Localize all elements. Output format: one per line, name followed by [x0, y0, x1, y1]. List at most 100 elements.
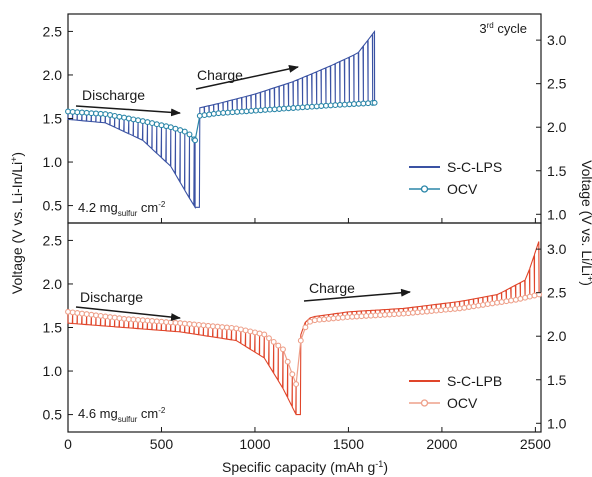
legend-label-ocv-top: OCV — [447, 181, 478, 197]
ocv-point — [237, 326, 244, 333]
bottom-discharge-label: Discharge — [80, 289, 143, 305]
left-y-tick-label: 2.5 — [43, 23, 63, 39]
ocv-point — [503, 298, 510, 305]
ocv-point — [111, 112, 118, 119]
ocv-point — [242, 327, 249, 334]
left-y-tick-label: 2.0 — [43, 276, 63, 292]
ocv-point — [466, 304, 472, 310]
ocv-point — [233, 325, 240, 332]
ocv-point — [252, 107, 259, 114]
ocv-point — [353, 313, 360, 320]
right-y-tick-label: 3.0 — [547, 241, 567, 257]
ocv-point — [172, 125, 179, 132]
x-tick-label: 1500 — [333, 436, 364, 452]
x-tick-label: 2500 — [520, 436, 551, 452]
ocv-point — [498, 299, 505, 305]
ocv-point — [243, 108, 250, 115]
ocv-point — [351, 101, 357, 107]
ocv-point — [93, 312, 99, 319]
ocv-point — [360, 100, 367, 107]
ocv-point — [139, 118, 146, 125]
ocv-point — [252, 329, 258, 336]
ocv-point — [186, 321, 193, 327]
ocv-point — [107, 314, 114, 321]
ocv-point — [125, 115, 132, 122]
ocv-point — [256, 330, 263, 337]
ocv-point — [299, 104, 306, 111]
ocv-point — [228, 324, 235, 331]
ocv-point — [111, 314, 118, 321]
ocv-point — [153, 121, 160, 128]
left-y-tick-label: 2.0 — [43, 67, 63, 83]
ocv-point — [309, 103, 315, 110]
ocv-point — [135, 316, 142, 323]
ocv-point — [158, 122, 165, 129]
ocv-point — [209, 323, 216, 330]
ocv-point — [414, 309, 421, 316]
ocv-point — [163, 123, 170, 130]
ocv-point — [210, 110, 217, 117]
ocv-point — [318, 103, 325, 109]
ocv-point — [223, 324, 230, 331]
ocv-point — [428, 308, 435, 314]
right-y-tick-label: 1.0 — [547, 415, 567, 431]
ocv-point — [344, 314, 351, 321]
ocv-point — [275, 342, 282, 349]
x-tick-label: 0 — [64, 436, 72, 452]
ocv-point — [271, 106, 278, 113]
ocv-point — [297, 337, 304, 344]
ocv-point — [475, 302, 482, 309]
ocv-point — [517, 295, 524, 302]
ocv-point — [262, 106, 269, 113]
right-y-tick-label: 2.0 — [547, 119, 567, 135]
legend-label-ocv-bottom: OCV — [447, 395, 478, 411]
left-y-tick-label: 1.5 — [43, 111, 63, 127]
ocv-point — [83, 311, 90, 318]
ocv-point — [153, 318, 160, 325]
ocv-point — [280, 346, 286, 353]
left-y-tick-label: 2.5 — [43, 232, 63, 248]
ocv-point — [424, 308, 430, 315]
ocv-point — [130, 116, 137, 123]
ocv-point — [248, 107, 255, 114]
ocv-point — [280, 105, 287, 112]
left-y-tick-label: 1.0 — [43, 154, 63, 170]
ocv-point — [158, 318, 165, 325]
ocv-point — [65, 308, 71, 315]
ocv-point — [149, 318, 156, 324]
ocv-point — [74, 310, 81, 316]
top-panel-ticks: 0.5 1.0 1.5 2.0 2.5 1.0 1.5 2.0 2.5 3.0 — [43, 23, 567, 223]
ocv-point — [206, 111, 213, 118]
ocv-point — [121, 315, 128, 322]
ocv-point — [285, 105, 292, 112]
ocv-point — [200, 322, 207, 329]
right-y-tick-label: 2.0 — [547, 328, 567, 344]
ocv-point — [234, 108, 241, 115]
left-y-axis-label: Voltage (V vs. Li-In/Li+) — [9, 152, 25, 294]
ocv-point — [266, 335, 272, 342]
ocv-point — [536, 291, 543, 298]
top-discharge-arrow — [75, 105, 181, 117]
top-legend: S-C-LPS OCV — [409, 159, 502, 197]
x-axis-ticks: 0 500 1000 1500 2000 2500 — [64, 436, 551, 452]
right-y-tick-label: 1.5 — [547, 163, 567, 179]
left-y-tick-label: 1.0 — [43, 363, 63, 379]
ocv-point — [307, 318, 314, 325]
ocv-point — [381, 311, 388, 318]
ocv-point — [512, 296, 519, 303]
ocv-point — [181, 128, 188, 135]
ocv-point — [409, 309, 416, 316]
ocv-point — [289, 371, 296, 378]
legend-marker-ocv-bottom — [420, 399, 429, 407]
ocv-point — [167, 124, 174, 131]
ocv-point — [79, 310, 85, 317]
ocv-point — [293, 381, 300, 388]
ocv-point — [480, 301, 486, 308]
bottom-discharge-arrow — [75, 306, 181, 322]
ocv-point — [372, 312, 379, 319]
ocv-point — [172, 319, 179, 326]
ocv-point — [219, 324, 226, 331]
top-plot-area — [65, 30, 378, 210]
right-y-tick-label: 2.5 — [547, 76, 567, 92]
ocv-point — [377, 312, 384, 319]
